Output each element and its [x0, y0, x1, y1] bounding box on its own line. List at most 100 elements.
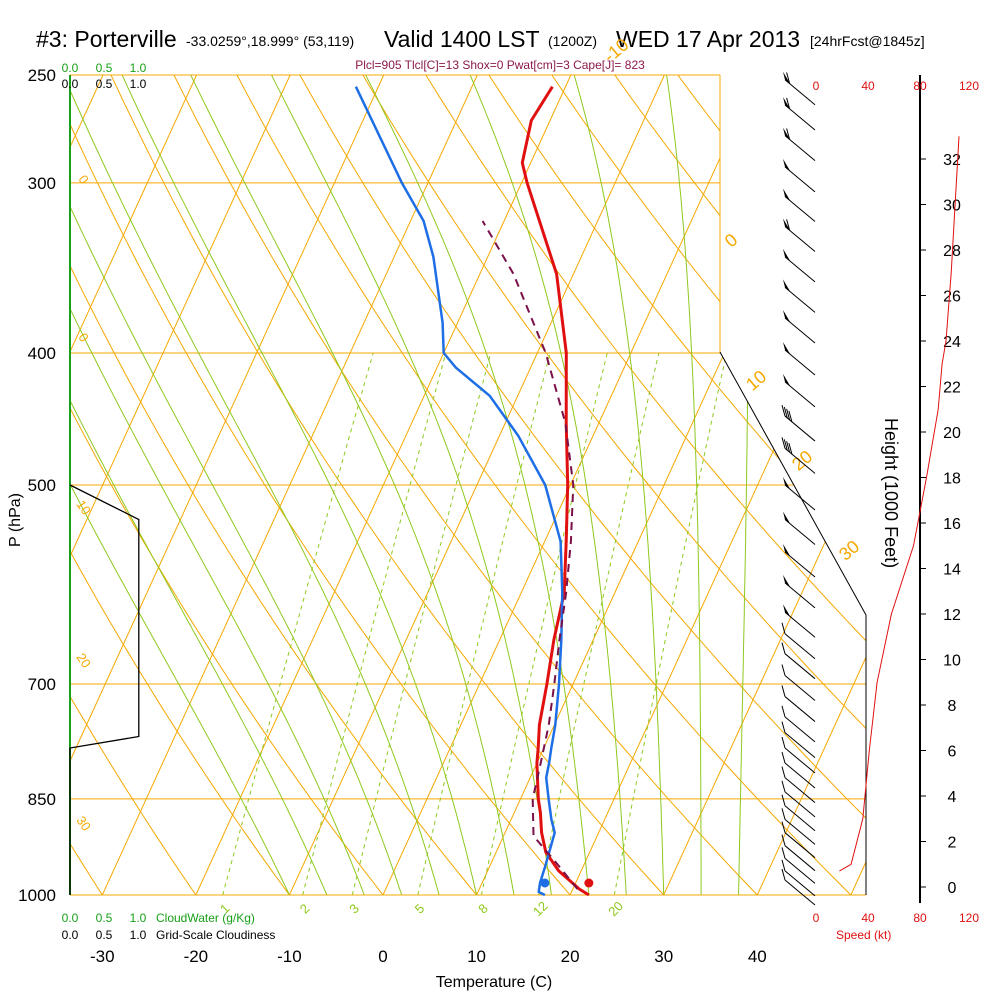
wind-barb [781, 685, 816, 722]
temperature-tick-label: 40 [748, 947, 767, 966]
pressure-tick-label: 300 [28, 174, 56, 193]
wind-barb [783, 373, 816, 408]
dry-adiabat [70, 75, 197, 895]
wind-barb [781, 751, 816, 789]
height-tick-label: 16 [943, 516, 961, 533]
wind-barb [781, 847, 816, 884]
speed-tick-bottom: 0 [813, 911, 820, 925]
wind-barb [783, 604, 816, 638]
wind-barb [781, 794, 816, 832]
mixing-ratio-label: 2 [297, 901, 313, 917]
height-tick-label: 32 [943, 152, 961, 169]
dry-adiabat [70, 75, 571, 895]
cloudwater-tick-bottom: 0.5 [96, 911, 113, 925]
height-tick-label: 10 [943, 653, 961, 670]
dewpoint-line [354, 86, 564, 897]
mixing-ratio-line [480, 352, 608, 895]
pressure-axis-label: P (hPa) [7, 493, 24, 547]
height-tick-label: 4 [948, 789, 957, 806]
wind-barb [783, 248, 816, 283]
isotherm [101, 75, 478, 895]
isotherm [70, 75, 291, 895]
temperature-tick-label: -20 [184, 947, 209, 966]
wind-barb [783, 158, 816, 193]
height-tick-label: 24 [943, 334, 961, 351]
isotherm [0, 75, 9, 895]
height-tick-label: 20 [943, 425, 961, 442]
isotherm-label: 20 [73, 650, 94, 670]
wind-barb [781, 622, 816, 660]
moist-adiabat [70, 75, 365, 895]
wind-barb [781, 664, 816, 701]
isotherm [288, 75, 665, 895]
wind-barb [781, 868, 816, 906]
isotherm-label: 10 [73, 497, 94, 517]
sounding-series [354, 85, 594, 897]
isotherm-label: 0 [75, 330, 91, 345]
wind-barb [781, 834, 816, 872]
chart-header: #3: Porterville -33.0259°,18.999° (53,11… [0, 26, 1000, 60]
moist-adiabat [666, 75, 702, 895]
wind-barb [783, 342, 816, 376]
dry-adiabat [173, 75, 758, 895]
pressure-tick-label: 500 [28, 476, 56, 495]
speed-tick-bottom: 120 [959, 911, 979, 925]
speed-axis-label: Speed (kt) [836, 928, 891, 942]
parcel-line [481, 220, 579, 890]
height-tick-label: 26 [943, 289, 961, 306]
wind-barb [781, 437, 816, 474]
mixing-ratio-line [417, 352, 551, 895]
temperature-axis: -30 -20 -10 0 10 20 30 40 Temperature (C) [90, 947, 767, 991]
wind-barb [783, 544, 816, 578]
isotherm-label: 0 [75, 172, 91, 187]
cloudiness-tick-top: 0.5 [96, 77, 113, 91]
wind-speed-line [839, 136, 960, 872]
speed-tick-bottom: 80 [913, 911, 927, 925]
height-tick-label: 22 [943, 380, 961, 397]
cloud-axis-ticks: 0.0 0.0 0.0 0.0 0.5 0.5 0.5 0.5 1.0 1.0 1.0 1.0 Clou… [62, 61, 276, 942]
mixing-ratio-line [538, 352, 660, 895]
wind-barb [781, 780, 816, 818]
isotherm-labels: 0 0 10 20 30 [73, 172, 94, 833]
cloudiness-tick-top: 0.0 [62, 77, 79, 91]
dry-adiabat [299, 75, 866, 895]
wind-barb [781, 705, 816, 743]
moist-adiabat [121, 75, 478, 895]
cloudwater-tick-bottom: 1.0 [130, 911, 147, 925]
utc-time: (1200Z) [548, 33, 598, 49]
isotherm-label: 30 [73, 813, 94, 833]
moist-adiabat [469, 75, 627, 895]
isotherm [70, 75, 198, 895]
isotherm [756, 75, 866, 895]
mixing-ratio-label: 12 [530, 898, 551, 919]
temperature-tick-label: 10 [467, 947, 486, 966]
dry-adiabat [236, 75, 852, 895]
speed-tick-top: 0 [813, 79, 820, 93]
pressure-tick-label: 250 [28, 66, 56, 85]
dry-adiabat [70, 75, 384, 895]
dry-adiabat [362, 75, 866, 895]
speed-tick-top: 120 [959, 79, 979, 93]
wind-barb [783, 71, 816, 106]
height-tick-label: 6 [948, 744, 957, 761]
cloudiness-tick-bottom: 0.0 [62, 928, 79, 942]
pressure-axis: 1000 850 700 500 400 300 250 P (hPa) [7, 66, 56, 905]
cloudiness-tick-bottom: 1.0 [130, 928, 147, 942]
height-axis-label: Height (1000 Feet) [881, 418, 901, 568]
moist-adiabat [573, 75, 665, 895]
temperature-tick-label: 30 [654, 947, 673, 966]
cloudiness-tick-top: 1.0 [130, 77, 147, 91]
station-title: #3: Porterville [36, 26, 177, 52]
wind-barb [783, 477, 816, 511]
valid-time: Valid 1400 LST [384, 26, 540, 52]
temperature-tick-label: 20 [561, 947, 580, 966]
wind-barb [783, 127, 816, 162]
wind-barb [783, 279, 816, 313]
dry-adiabat [70, 75, 290, 895]
speed-tick-top: 80 [913, 79, 927, 93]
mixing-ratio-line [302, 352, 447, 895]
mixing-ratio-label: 8 [475, 901, 491, 917]
